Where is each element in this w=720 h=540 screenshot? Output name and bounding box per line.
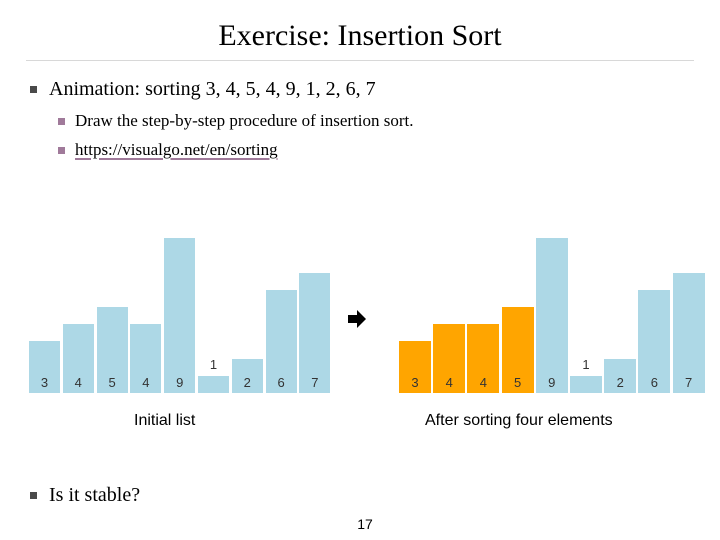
chart-bar-label: 4 [142, 375, 150, 390]
chart-bar-label: 3 [40, 375, 49, 390]
chart-bar [467, 324, 500, 393]
bullet-stable: Is it stable? [30, 482, 140, 508]
chart-bar-label: 6 [277, 375, 285, 390]
chart-bar-label: 3 [411, 375, 419, 390]
bullet-square-icon [30, 491, 37, 499]
title-divider [26, 60, 694, 61]
initial-list-caption: Initial list [134, 412, 196, 429]
chart-bar [570, 375, 602, 393]
bullet-stable-text: Is it stable? [49, 484, 141, 506]
chart-bar-label: 9 [548, 375, 556, 390]
after-sorting-caption: After sorting four elements [425, 412, 613, 429]
chart-bar [130, 324, 162, 393]
right-arrow-icon [348, 310, 366, 328]
chart-bar-label: 7 [311, 375, 319, 390]
bullet-animation-text: Animation: sorting 3, 4, 5, 4, 9, 1, 2, … [49, 78, 376, 100]
chart-bar-label: 6 [650, 375, 658, 390]
slide-title: Exercise: Insertion Sort [218, 19, 502, 52]
chart-bar-label: 2 [616, 375, 624, 390]
bullet-animation: Animation: sorting 3, 4, 5, 4, 9, 1, 2, … [30, 76, 376, 102]
chart-bar [433, 324, 466, 393]
chart-bar [299, 272, 331, 393]
chart-bar-label: 1 [209, 356, 218, 372]
sub-bullet-link: https://visualgo.net/en/sorting [58, 139, 278, 161]
chart-bar-label: 4 [74, 375, 82, 390]
chart-bar [501, 307, 534, 393]
sub-bullet-draw-text: Draw the step-by-step procedure of inser… [75, 111, 414, 130]
page-number: 17 [357, 516, 373, 532]
chart-bar [672, 272, 705, 393]
chart-bar [198, 375, 229, 393]
chart-bar-label: 5 [513, 375, 522, 390]
chart-bar [638, 289, 671, 393]
sub-bullet-square-icon [58, 146, 65, 154]
chart-bar [399, 341, 431, 393]
bullet-square-icon [30, 85, 37, 93]
chart-bar [604, 358, 637, 393]
chart-bar-label: 1 [582, 356, 590, 372]
chart-bar-label: 5 [108, 375, 116, 390]
chart-bar-label: 4 [479, 375, 487, 390]
chart-bar [29, 341, 60, 393]
chart-bar [265, 289, 297, 393]
sub-bullet-square-icon [58, 117, 65, 125]
chart-bar [535, 238, 568, 393]
chart-bar-label: 2 [243, 375, 251, 390]
chart-bar [231, 358, 263, 393]
chart-bar-label: 9 [176, 375, 184, 390]
visualgo-link[interactable]: https://visualgo.net/en/sorting [75, 140, 278, 159]
chart-bar [62, 324, 94, 393]
chart-bar-label: 4 [445, 375, 453, 390]
chart-bar [164, 238, 196, 393]
sub-bullet-draw: Draw the step-by-step procedure of inser… [58, 110, 413, 132]
chart-bar-label: 7 [684, 375, 693, 390]
chart-bar [96, 307, 128, 393]
